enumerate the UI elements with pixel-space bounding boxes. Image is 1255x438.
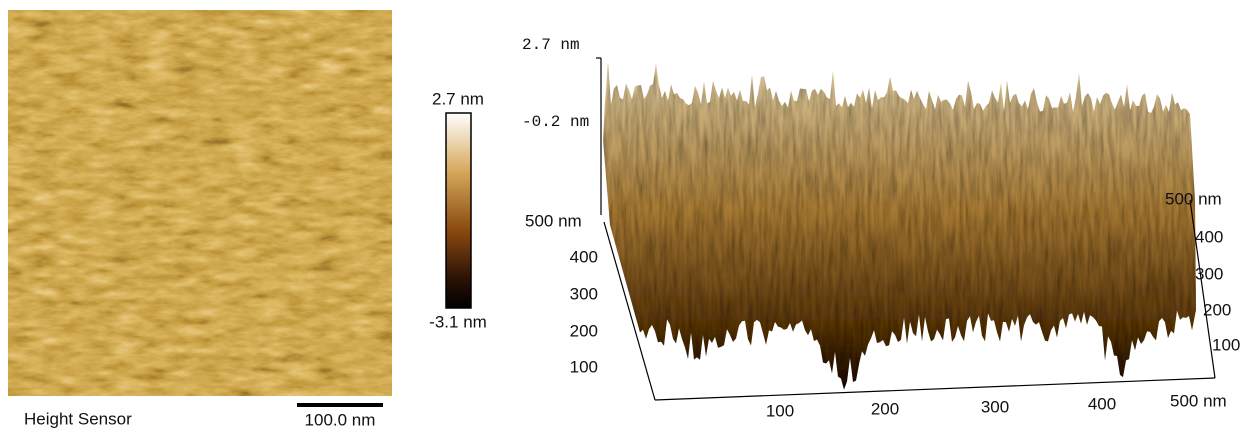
right-label: 100 bbox=[1212, 335, 1240, 354]
y-label: 400 bbox=[570, 247, 598, 266]
x-label: 400 bbox=[1088, 394, 1116, 413]
y-label: 200 bbox=[570, 321, 598, 340]
y-label: 300 bbox=[570, 284, 598, 303]
z-label: 2.7 nm bbox=[522, 36, 580, 54]
right-label: 300 bbox=[1195, 264, 1223, 283]
x-label: 200 bbox=[871, 399, 899, 418]
colorbar-max: 2.7 nm bbox=[432, 89, 484, 108]
height-map bbox=[8, 10, 392, 396]
right-label: 200 bbox=[1203, 300, 1231, 319]
axes-3d bbox=[596, 57, 1216, 401]
surface-3d bbox=[603, 62, 1196, 390]
z-label: -0.2 nm bbox=[522, 113, 589, 131]
right-label: 500 nm bbox=[1165, 189, 1222, 208]
x-label: 100 bbox=[766, 401, 794, 420]
scale-bar-label: 100.0 nm bbox=[305, 410, 376, 429]
right-label: 400 bbox=[1195, 227, 1223, 246]
colorbar bbox=[445, 112, 472, 309]
y-label: 100 bbox=[570, 357, 598, 376]
image-label: Height Sensor bbox=[24, 409, 132, 428]
x-label: 300 bbox=[981, 397, 1009, 416]
y-label: 500 nm bbox=[525, 211, 582, 230]
x-label: 500 nm bbox=[1170, 391, 1227, 410]
colorbar-min: -3.1 nm bbox=[429, 312, 487, 331]
